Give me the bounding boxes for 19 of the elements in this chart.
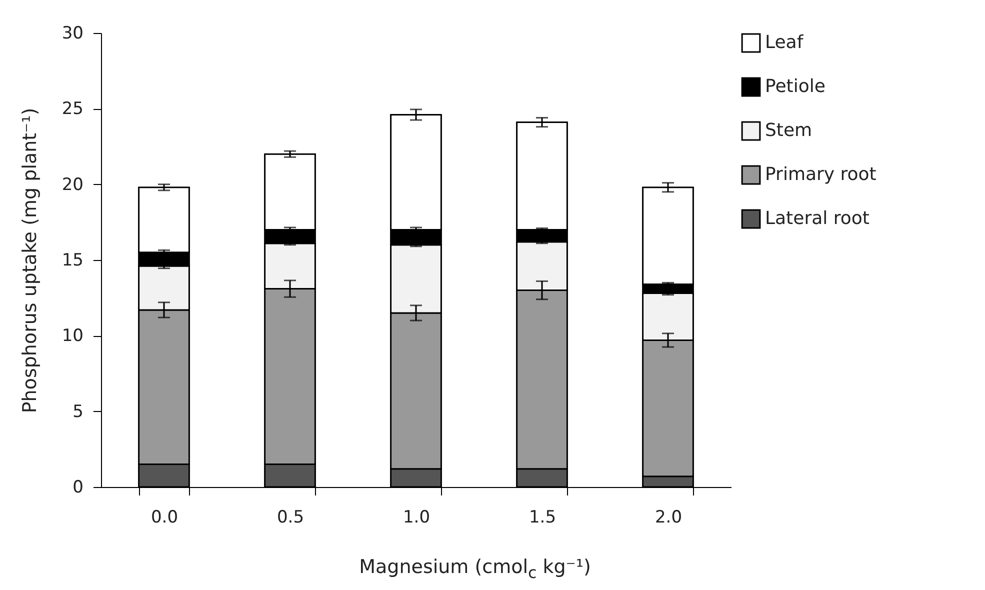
legend-label: Petiole (765, 76, 826, 97)
x-tick-label: 1.0 (402, 508, 430, 528)
legend-label: Stem (765, 120, 812, 141)
legend-label: Primary root (765, 164, 876, 185)
x-tick-label: 0.0 (150, 508, 178, 528)
legend-label: Leaf (765, 32, 804, 53)
y-tick-label: 25 (62, 99, 84, 120)
y-tick-label: 5 (72, 402, 84, 422)
y-tick-label: 30 (62, 24, 84, 44)
y-tick-label: 15 (62, 250, 84, 270)
y-tick-label: 20 (62, 174, 84, 195)
x-tick-label: 2.0 (654, 508, 682, 528)
y-axis-title: Phosphorus uptake (mg plant⁻¹) (18, 108, 41, 414)
x-tick-label: 0.5 (276, 508, 304, 528)
y-tick-label: 10 (62, 326, 84, 346)
x-tick-label: 1.5 (528, 508, 556, 528)
y-tick-label: 0 (72, 478, 84, 498)
x-axis-title: Magnesium (cmol$_{c}$ kg⁻¹) (358, 556, 592, 582)
legend-label: Lateral root (765, 208, 870, 229)
